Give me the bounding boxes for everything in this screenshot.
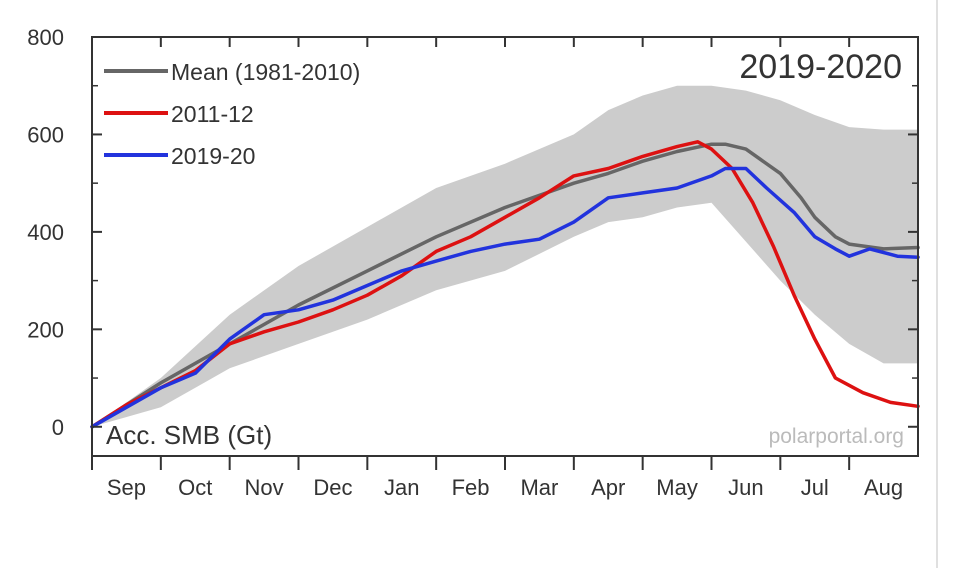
legend-label-2011-12: 2011-12 bbox=[171, 101, 254, 127]
x-tick-label: Sep bbox=[107, 475, 146, 500]
x-tick-label: Feb bbox=[452, 475, 490, 500]
series-line-0 bbox=[90, 142, 920, 429]
y-tick-label: 0 bbox=[52, 415, 64, 440]
series-line-2 bbox=[90, 166, 920, 429]
x-tick-label: May bbox=[656, 475, 698, 500]
x-tick-label: Aug bbox=[864, 475, 903, 500]
plot-area bbox=[90, 36, 920, 457]
x-tick-label: Jan bbox=[384, 475, 419, 500]
y-tick-label: 800 bbox=[27, 25, 64, 50]
y-axis: 0 200 400 600 800 bbox=[27, 25, 918, 440]
legend-label-2019-20: 2019-20 bbox=[171, 143, 255, 169]
series-line-1 bbox=[90, 140, 920, 429]
y-tick-label: 400 bbox=[27, 220, 64, 245]
legend: Mean (1981-2010) 2011-12 2019-20 bbox=[104, 59, 360, 169]
series-layer bbox=[90, 140, 920, 429]
x-tick-label: Dec bbox=[313, 475, 352, 500]
x-tick-label: Apr bbox=[591, 475, 625, 500]
range-band bbox=[92, 85, 918, 427]
x-axis: Sep Oct Nov Dec Jan Feb Mar Apr May Jun Jul Aug bbox=[91, 37, 903, 500]
y-tick-label: 600 bbox=[27, 122, 64, 147]
watermark: polarportal.org bbox=[769, 425, 904, 448]
x-tick-label: Jun bbox=[728, 475, 763, 500]
x-tick-label: Mar bbox=[520, 475, 558, 500]
x-tick-label: Jul bbox=[801, 475, 829, 500]
y-tick-label: 200 bbox=[27, 317, 64, 342]
legend-label-mean: Mean (1981-2010) bbox=[171, 59, 360, 85]
chart-title: 2019-2020 bbox=[739, 48, 902, 86]
x-tick-label: Nov bbox=[245, 475, 284, 500]
y-axis-label: Acc. SMB (Gt) bbox=[106, 420, 272, 450]
x-tick-label: Oct bbox=[178, 475, 212, 500]
